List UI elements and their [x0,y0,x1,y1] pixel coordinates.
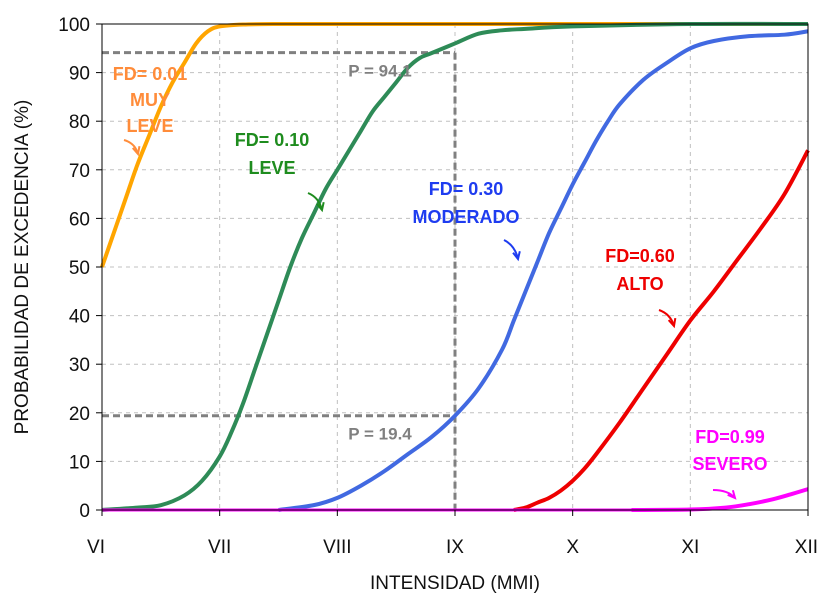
annotation-text: LEVE [126,116,173,136]
y-tick-label: 70 [69,161,90,182]
y-tick-label: 0 [79,501,90,522]
annotation-arrowhead [667,317,677,329]
annotation-text: FD=0.99 [695,427,765,447]
series-line [278,29,809,512]
y-tick-label: 90 [69,64,90,85]
annotation-arrowhead [131,145,141,157]
annotation-text: MUY [130,90,170,110]
y-tick-label: 30 [69,355,90,376]
y-tick-label: 50 [69,258,90,279]
x-axis-ticks: VI VII VIII IX X XI XII [87,510,818,558]
annotation-text: FD=0.60 [605,246,675,266]
annotation-text: LEVE [248,158,295,178]
annotation-arrowhead [316,201,325,213]
curve-annotations: FD= 0.01 MUY LEVE FD= 0.10 LEVE FD= 0.30 MODER… [113,64,768,474]
reference-labels: P = 94.1 P = 19.4 [348,62,412,444]
series-line [631,487,809,512]
x-tick-label: VI [87,537,105,558]
annotation-text: SEVERO [692,454,767,474]
y-tick-label: 60 [69,209,90,230]
x-tick-label: XII [795,537,818,558]
annotation-text: FD= 0.10 [235,130,310,150]
annotation-text: ALTO [616,274,663,294]
y-tick-label: 40 [69,307,90,328]
y-axis-ticks: 0 10 20 30 40 50 60 70 80 90 100 [58,15,102,522]
reference-lines [102,51,457,510]
x-tick-label: XI [681,537,699,558]
y-tick-label: 100 [58,15,90,36]
y-tick-label: 10 [69,452,90,473]
annotation-arrowhead [512,250,521,262]
x-tick-label: VIII [323,537,352,558]
annotation-arrowhead [727,490,737,500]
annotation-text: FD= 0.30 [429,179,504,199]
y-tick-label: 20 [69,404,90,425]
series-line [513,149,810,512]
annotation-text: MODERADO [413,207,520,227]
x-tick-label: X [566,537,579,558]
y-axis-title: PROBABILIDAD DE EXCEDENCIA (%) [12,100,33,435]
y-tick-label: 80 [69,112,90,133]
reference-label: P = 94.1 [348,62,412,81]
reference-label: P = 19.4 [348,425,412,444]
annotation-arrows [123,139,737,500]
x-axis-title: INTENSIDAD (MMI) [370,573,540,594]
x-tick-label: IX [446,537,464,558]
series-line [101,21,809,512]
annotation-text: FD= 0.01 [113,64,188,84]
x-tick-label: VII [208,537,231,558]
